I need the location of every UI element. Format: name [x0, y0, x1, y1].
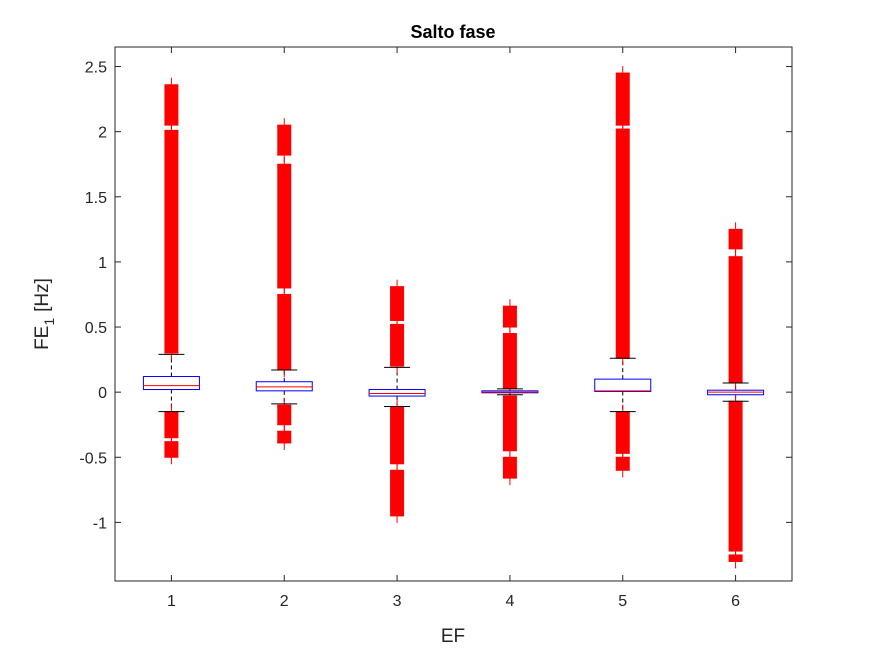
y-axis-label-unit: [Hz] — [32, 278, 53, 312]
y-tick-label: 2 — [98, 125, 107, 142]
outliers-high-band — [277, 125, 292, 156]
y-tick-label: 2.5 — [85, 60, 107, 77]
svg-text:FE1[Hz]: FE1 [Hz] — [32, 278, 57, 350]
y-axis: -1 -0.5 0 0.5 1 1.5 2 2.5 — [79, 60, 792, 532]
iqr-box — [142, 376, 200, 391]
outliers-high-band — [728, 256, 743, 384]
plot-area — [142, 66, 765, 569]
outliers-low-band — [277, 405, 292, 425]
outliers-low-band — [164, 411, 179, 438]
outliers-high-band — [390, 286, 405, 321]
y-tick-label: 1.5 — [85, 190, 107, 207]
outliers-high-band — [728, 229, 743, 249]
y-tick-label: 0 — [98, 385, 107, 402]
box-group-3 — [368, 279, 426, 523]
iqr-box — [594, 378, 652, 392]
outliers-high-band — [164, 130, 179, 354]
outliers-high-band — [502, 306, 517, 328]
iqr-box — [368, 389, 426, 397]
outliers-high-band — [502, 333, 517, 389]
x-tick-label: 2 — [280, 593, 289, 610]
outliers-low-band — [728, 554, 743, 562]
outliers-high-band — [615, 73, 630, 126]
outliers-low-band — [728, 401, 743, 552]
outliers-low-band — [277, 431, 292, 443]
y-tick-label: 1 — [98, 255, 107, 272]
outliers-low-band — [390, 470, 405, 516]
box-group-6 — [707, 222, 765, 569]
outliers-high-band — [615, 129, 630, 359]
outliers-high-band — [164, 84, 179, 126]
chart-title: Salto fase — [410, 22, 495, 42]
outliers-high-band — [277, 294, 292, 371]
outliers-low-band — [502, 457, 517, 479]
box-group-5 — [594, 66, 652, 478]
outliers-low-band — [502, 396, 517, 451]
y-axis-label-main: FE — [32, 326, 53, 350]
outliers-high-band — [390, 324, 405, 367]
y-tick-label: 0.5 — [85, 320, 107, 337]
outliers-low-band — [390, 406, 405, 464]
y-tick-label: -0.5 — [79, 450, 107, 467]
outliers-low-band — [615, 457, 630, 471]
outliers-high-band — [277, 164, 292, 288]
box-group-2 — [255, 118, 313, 450]
x-axis-label: EF — [441, 626, 465, 647]
outliers-low-band — [615, 411, 630, 454]
x-axis: 1 2 3 4 5 6 — [167, 47, 740, 610]
x-tick-label: 4 — [505, 593, 514, 610]
y-tick-label: -1 — [93, 515, 107, 532]
iqr-box — [255, 381, 313, 392]
box-group-4 — [481, 299, 539, 486]
x-tick-label: 6 — [731, 593, 740, 610]
box-group-1 — [142, 77, 200, 465]
x-tick-label: 5 — [618, 593, 627, 610]
x-tick-label: 1 — [167, 593, 176, 610]
axes-frame — [114, 46, 793, 582]
x-tick-label: 3 — [393, 593, 402, 610]
y-axis-label-subscript: 1 — [41, 318, 57, 326]
outliers-low-band — [164, 441, 179, 458]
y-axis-label: FE1 [Hz] — [32, 278, 57, 350]
